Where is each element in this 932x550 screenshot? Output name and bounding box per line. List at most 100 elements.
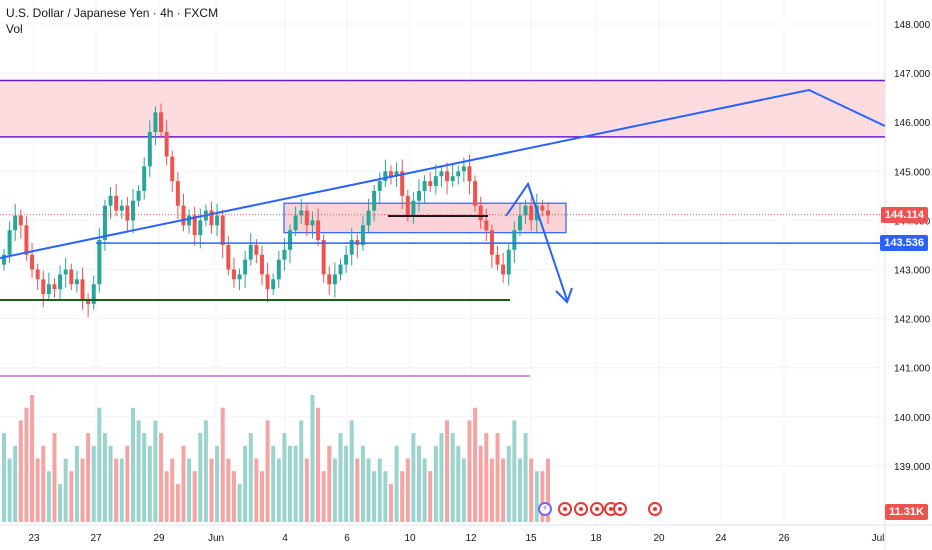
y-tick-label: 142.000: [894, 315, 931, 326]
candle-body: [192, 215, 197, 236]
volume-bar: [540, 471, 545, 522]
candle-body: [153, 112, 158, 133]
candle-body: [316, 220, 321, 241]
volume-bar: [125, 445, 130, 522]
candle-body: [136, 190, 141, 201]
candle-body: [35, 269, 40, 280]
candle-body: [439, 171, 444, 177]
volume-bar: [484, 433, 489, 522]
volume-bar: [2, 433, 6, 522]
candle-body: [517, 215, 522, 231]
flash-event-icon[interactable]: ⚡: [538, 502, 552, 516]
candle-body: [198, 220, 203, 236]
x-tick-label: 4: [282, 533, 288, 544]
x-tick-label: Jul: [872, 533, 885, 544]
volume-bar: [473, 407, 478, 522]
volume-bar: [41, 445, 46, 522]
volume-label: Vol: [6, 22, 23, 36]
volume-bar: [450, 433, 455, 522]
candle-body: [360, 225, 365, 245]
candle-body: [450, 176, 455, 182]
volume-bar: [254, 458, 259, 522]
candle-body: [299, 210, 304, 216]
drawings-layer[interactable]: [0, 88, 886, 304]
symbol-title[interactable]: U.S. Dollar / Japanese Yen · 4h · FXCM: [6, 6, 219, 20]
x-tick-label: 10: [404, 533, 416, 544]
economic-event-icon[interactable]: [613, 502, 627, 516]
candle-body: [52, 284, 57, 290]
volume-bar: [304, 458, 309, 522]
candle-body: [304, 210, 309, 226]
candle-body: [209, 210, 214, 226]
volume-bar: [394, 445, 399, 522]
volume-bar: [534, 471, 539, 522]
support-level-badge: 143.536: [880, 235, 928, 252]
volume-bar: [119, 458, 124, 522]
candle-body: [495, 254, 500, 265]
volume-bar: [102, 433, 107, 522]
x-tick-label: 24: [715, 533, 727, 544]
volume-bar: [108, 445, 113, 522]
volume-value-badge: 11.31K: [885, 504, 928, 520]
economic-event-icon[interactable]: [590, 502, 604, 516]
x-tick-label: 29: [153, 533, 165, 544]
candle-body: [428, 181, 433, 187]
economic-event-icon[interactable]: [648, 502, 662, 516]
candle-body: [74, 279, 79, 285]
projection-arrow: [505, 181, 568, 301]
volume-bar: [478, 445, 483, 522]
candle-body: [422, 181, 427, 191]
candle-body: [159, 112, 164, 133]
volume-bar: [276, 458, 281, 522]
x-tick-label: 26: [778, 533, 790, 544]
candle-body: [433, 176, 438, 187]
candle-body: [114, 195, 119, 211]
arrow-head: [555, 287, 573, 304]
volume-bar: [405, 458, 410, 522]
volume-bar: [164, 471, 169, 522]
volume-bar: [383, 471, 388, 522]
candle-body: [321, 240, 326, 275]
candle-body: [456, 171, 461, 177]
volume-bars: [2, 395, 550, 522]
x-tick-label: 15: [525, 533, 537, 544]
volume-bar: [74, 445, 79, 522]
volume-bar: [24, 407, 29, 522]
candle-body: [372, 190, 377, 211]
volume-bar: [501, 458, 506, 522]
volume-bar: [80, 458, 85, 522]
candle-body: [18, 215, 23, 226]
candle-body: [58, 274, 63, 290]
candle-body: [108, 195, 113, 206]
volume-bar: [332, 458, 337, 522]
volume-bar: [517, 458, 522, 522]
candle-body: [102, 205, 107, 241]
candle-body: [147, 132, 152, 167]
candle-body: [388, 171, 393, 177]
last-price-badge: 144.114: [880, 206, 928, 223]
volume-bar: [130, 407, 135, 522]
volume-bar: [265, 420, 270, 522]
volume-bar: [360, 445, 365, 522]
candle-body: [2, 254, 6, 265]
volume-bar: [159, 433, 164, 522]
economic-event-icon[interactable]: [558, 502, 572, 516]
y-tick-label: 143.000: [894, 266, 931, 277]
candle-body: [276, 259, 281, 280]
volume-bar: [170, 458, 175, 522]
volume-bar: [467, 420, 472, 522]
candle-body: [13, 215, 18, 231]
y-tick-label: 145.000: [894, 167, 931, 178]
volume-bar: [293, 445, 298, 522]
candle-body: [411, 200, 416, 216]
x-tick-label: 27: [90, 533, 102, 544]
time-axis[interactable]: 23 27 29 Jun 4 6 10 12 15 18 20 24 26 Jul: [28, 533, 884, 544]
x-tick-label: Jun: [208, 533, 224, 544]
volume-bar: [445, 420, 450, 522]
volume-bar: [512, 420, 517, 522]
economic-event-icon[interactable]: [574, 502, 588, 516]
volume-bar: [338, 433, 343, 522]
volume-bar: [114, 458, 119, 522]
candle-body: [220, 215, 225, 245]
